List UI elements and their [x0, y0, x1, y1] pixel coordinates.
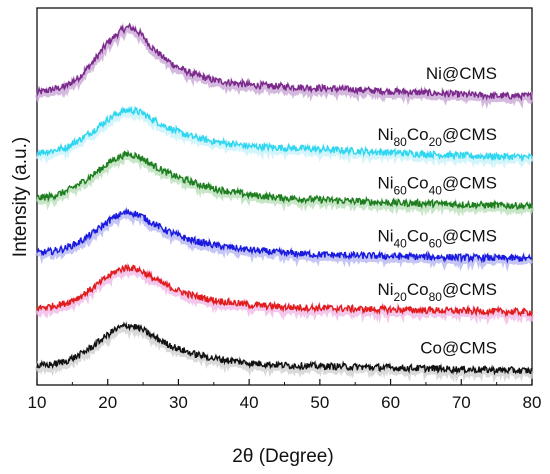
series-label: Ni@CMS — [426, 64, 497, 83]
series-line — [36, 263, 533, 318]
series-line — [36, 105, 533, 162]
series-layer — [35, 22, 534, 384]
series-label: Ni20Co80@CMS — [377, 280, 497, 304]
series-line — [36, 207, 533, 264]
x-tick-label: 10 — [28, 393, 47, 412]
x-axis-title: 2θ (Degree) — [232, 446, 333, 467]
x-tick-label: 80 — [523, 393, 542, 412]
x-tick-label: 70 — [452, 393, 471, 412]
series-label: Co@CMS — [420, 339, 497, 358]
x-tick-label: 30 — [169, 393, 188, 412]
x-tick-label: 20 — [98, 393, 117, 412]
series-labels: Ni@CMS Ni80Co20@CMS Ni60Co40@CMS Ni40Co60@C… — [377, 64, 497, 358]
series-glow — [35, 319, 534, 384]
series-line — [36, 22, 533, 102]
y-axis-title: Intensity (a.u.) — [10, 137, 31, 257]
x-tick-label: 40 — [240, 393, 259, 412]
x-axis-ticks: 10 20 30 40 50 60 70 80 — [28, 379, 542, 412]
series-label: Ni80Co20@CMS — [377, 125, 497, 149]
series-label: Ni40Co60@CMS — [377, 227, 497, 251]
series-glow — [35, 262, 534, 326]
x-tick-label: 60 — [381, 393, 400, 412]
series-label: Ni60Co40@CMS — [377, 174, 497, 198]
series-line — [36, 321, 533, 376]
series-line — [36, 149, 533, 210]
x-tick-label: 50 — [310, 393, 329, 412]
